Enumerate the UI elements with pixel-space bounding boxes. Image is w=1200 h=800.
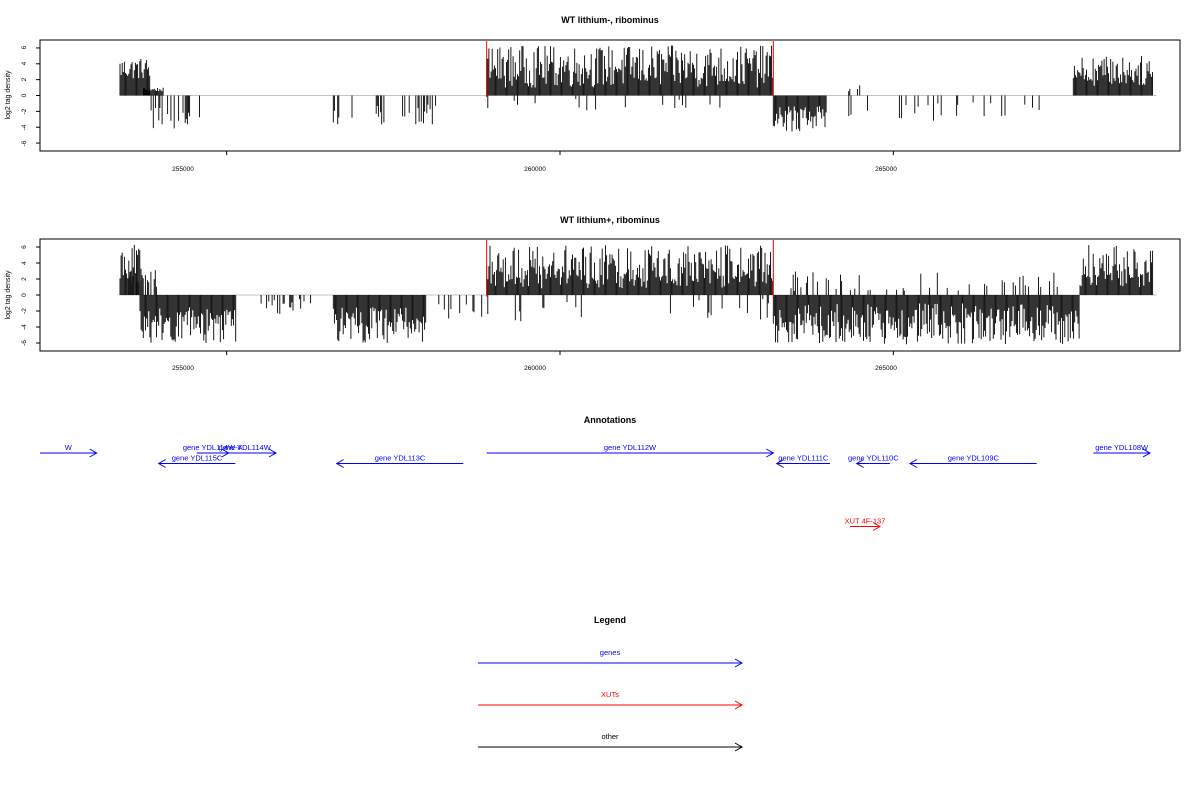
feature-arrow-head	[1142, 448, 1152, 458]
panel-2-xtick-label: 260000	[524, 365, 546, 372]
panel-2-xtick-label: 265000	[875, 365, 897, 372]
feature-label: gene YDL111C	[778, 454, 829, 463]
annotation-feature: W	[40, 443, 98, 458]
panel-1-ytick-label: -2	[21, 108, 28, 114]
density-bars	[119, 244, 1154, 345]
feature-arrow-head	[89, 448, 98, 458]
panel-2-ylabel: log2 tag density	[5, 270, 12, 320]
panel-1-plot	[36, 41, 1157, 155]
legend-arrow-head	[734, 742, 744, 752]
panel-2-ytick-label: -4	[21, 324, 28, 330]
legend-arrow-head	[734, 700, 744, 710]
feature-arrow-head	[908, 459, 918, 468]
annotation-feature: gene YDL108W	[1093, 443, 1152, 458]
annotation-feature: gene YDL113C	[335, 454, 464, 468]
panel-1-xtick-label: 265000	[875, 166, 897, 173]
feature-label: gene YDL114W	[219, 443, 272, 452]
feature-arrow-head	[157, 459, 166, 468]
annotation-feature: gene YDL110C	[848, 454, 899, 468]
feature-label: XUT 4F-137	[845, 517, 886, 526]
legend-arrow-head	[734, 658, 744, 668]
panel-1: WT lithium-, ribominus log2 tag density …	[5, 15, 1181, 173]
panel-2-frame	[39, 238, 1181, 352]
panel-1-ytick-label: 6	[21, 45, 28, 49]
panel-2-title: WT lithium+, ribominus	[560, 215, 660, 225]
legend: Legend genes XUTs other	[478, 615, 744, 752]
panel-1-ytick-label: 4	[21, 61, 28, 65]
legend-item-xuts: XUTs	[478, 690, 744, 710]
feature-arrow-head	[268, 448, 278, 458]
feature-label: gene YDL113C	[375, 454, 426, 463]
annotation-feature: gene YDL109C	[908, 454, 1037, 468]
legend-label: genes	[600, 648, 621, 657]
legend-label: XUTs	[601, 690, 619, 699]
panel-1-xtick-label: 255000	[172, 166, 194, 173]
panel-1-ytick-label: -4	[21, 124, 28, 130]
feature-label: gene YDL108W	[1095, 443, 1149, 452]
feature-arrow-head	[855, 459, 864, 468]
panel-1-xtick-label: 260000	[524, 166, 546, 173]
annotations-title: Annotations	[584, 415, 637, 425]
panel-2-ytick-label: 0	[21, 293, 28, 297]
feature-arrow-head	[872, 522, 882, 531]
panel-2-ytick-label: 4	[21, 261, 28, 265]
legend-item-other: other	[478, 732, 744, 752]
panel-1-title: WT lithium-, ribominus	[561, 15, 659, 25]
panel-2-ytick-label: -2	[21, 308, 28, 314]
feature-label: gene YDL112W	[604, 443, 657, 452]
feature-arrow-head	[775, 459, 784, 468]
panel-2-ytick-label: -6	[21, 340, 28, 346]
panel-2-xtick-label: 255000	[172, 365, 194, 372]
panel-2-ytick-label: 2	[21, 277, 28, 281]
legend-title: Legend	[594, 615, 626, 625]
panel-2-yticks: 6 4 2 0 -2 -4 -6	[21, 245, 28, 346]
panel-1-ytick-label: 2	[21, 77, 28, 81]
legend-label: other	[601, 732, 619, 741]
density-bars	[119, 45, 1153, 132]
panel-1-ytick-label: 0	[21, 93, 28, 97]
panel-1-ylabel: log2 tag density	[5, 70, 12, 120]
feature-arrow-head	[335, 459, 344, 468]
panel-1-ytick-label: -6	[21, 140, 28, 146]
legend-item-genes: genes	[478, 648, 744, 668]
feature-label: gene YDL109C	[948, 454, 1000, 463]
panel-1-xticks: 255000 260000 265000	[172, 166, 897, 173]
annotation-feature: gene YDL112W	[486, 443, 775, 458]
annotation-feature: gene YDL111C	[775, 454, 830, 468]
annotation-feature: gene YDL114W	[213, 443, 278, 458]
feature-arrow-head	[766, 448, 775, 458]
annotation-feature: XUT 4F-137	[845, 517, 886, 531]
annotation-feature: gene YDL115C	[157, 454, 236, 468]
feature-label: gene YDL115C	[172, 454, 223, 463]
panel-2: WT lithium+, ribominus log2 tag density …	[5, 215, 1181, 372]
panel-1-frame	[39, 39, 1181, 152]
feature-label: gene YDL110C	[848, 454, 899, 463]
panel-2-xticks: 255000 260000 265000	[172, 365, 897, 372]
feature-label: W	[65, 443, 73, 452]
feature-label: gene YDL114W-A	[183, 443, 243, 452]
panel-2-ytick-label: 6	[21, 245, 28, 249]
panel-1-yticks: 6 4 2 0 -2 -4 -6	[21, 45, 28, 146]
panel-2-plot	[36, 240, 1157, 355]
